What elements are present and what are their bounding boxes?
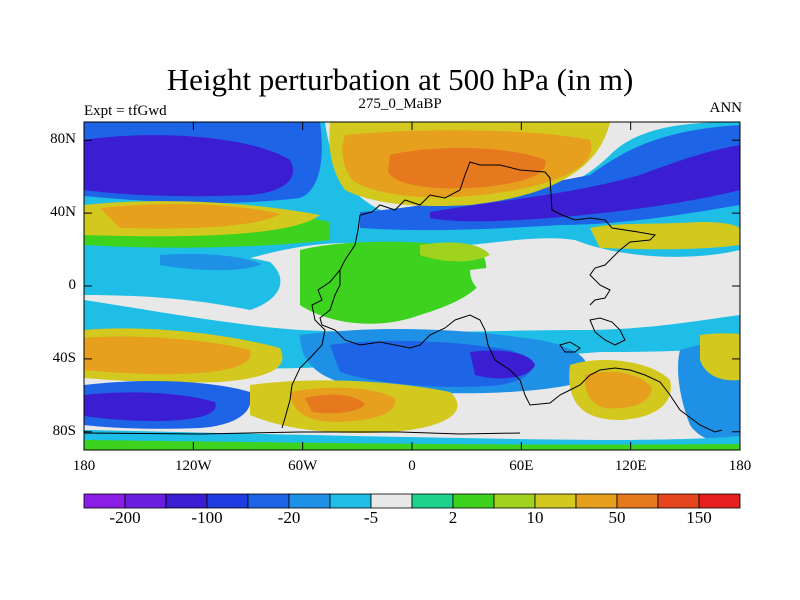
lon-tick-label: 60W — [288, 458, 318, 474]
lon-tick-label: 0 — [408, 458, 416, 474]
colorbar-swatch — [534, 493, 577, 509]
colorbar-label: 10 — [526, 508, 544, 527]
colorbar-swatch — [124, 493, 167, 509]
field-pacific-light-blue — [160, 253, 262, 271]
lon-tick-label: 60E — [509, 458, 534, 474]
field-tropical-gray — [470, 264, 740, 320]
lon-tick-label: 120E — [614, 458, 647, 474]
lat-tick-label: 40S — [52, 349, 76, 366]
colorbar-label: -200 — [109, 508, 141, 527]
field-asia-yellow — [590, 222, 740, 250]
coastline-antarctica — [84, 431, 521, 435]
lat-tick-marks — [84, 139, 740, 433]
colorbar-swatch — [247, 493, 290, 509]
field-indian-ocean-orange — [584, 371, 652, 409]
colorbar-swatch — [657, 493, 700, 509]
coastline-africa — [319, 214, 723, 433]
field-sw-orange — [84, 336, 251, 375]
lon-tick-marks — [83, 122, 741, 450]
colorbar — [83, 493, 741, 509]
field-north-band-core — [84, 135, 740, 222]
height-perturbation-field — [84, 122, 740, 450]
field-atlantic-orange — [100, 204, 280, 229]
colorbar-swatch — [206, 493, 249, 509]
lon-tick-label: 180 — [728, 458, 752, 474]
case-label: 275_0_MaBP — [358, 96, 442, 112]
coastline-america — [281, 269, 341, 429]
lat-tick-label: 40N — [50, 204, 76, 221]
colorbar-swatch — [698, 493, 741, 509]
colorbar-swatch — [165, 493, 208, 509]
colorbar-swatch — [411, 493, 454, 509]
colorbar-swatch — [452, 493, 495, 509]
colorbar-label: 2 — [448, 508, 458, 527]
coastline-europe-asia — [359, 161, 657, 306]
colorbar-swatch — [616, 493, 659, 509]
colorbar-swatch — [370, 493, 413, 509]
lat-tick-label: 80S — [52, 422, 76, 439]
field-east-yellow — [700, 333, 740, 381]
colorbar-label: -100 — [191, 508, 223, 527]
field-africa-green — [300, 241, 487, 324]
colorbar-swatch — [575, 493, 618, 509]
field-red-north — [388, 148, 546, 189]
colorbar-label: -20 — [277, 508, 301, 527]
lon-tick-label: 120W — [174, 458, 212, 474]
lat-tick-label: 80N — [50, 131, 76, 148]
field-africa-yellow-green — [420, 242, 490, 262]
experiment-label: Expt = tfGwd — [84, 103, 167, 119]
coastlines — [84, 161, 723, 435]
field-southern-ocean-dark — [84, 392, 216, 421]
map-title: Height perturbation at 500 hPa (in m) — [166, 62, 634, 97]
colorbar-swatch — [329, 493, 372, 509]
season-label: ANN — [709, 100, 743, 116]
lon-tick-label: 180 — [72, 458, 96, 474]
colorbar-label: 150 — [686, 508, 712, 527]
colorbar-swatch — [83, 493, 126, 509]
lat-tick-label: 0 — [68, 277, 77, 293]
coastline-islands — [559, 317, 626, 353]
colorbar-swatch — [493, 493, 536, 509]
colorbar-label: -5 — [363, 508, 379, 527]
colorbar-swatch — [288, 493, 331, 509]
colorbar-label: 50 — [608, 508, 626, 527]
field-south-atlantic-red — [305, 394, 365, 414]
